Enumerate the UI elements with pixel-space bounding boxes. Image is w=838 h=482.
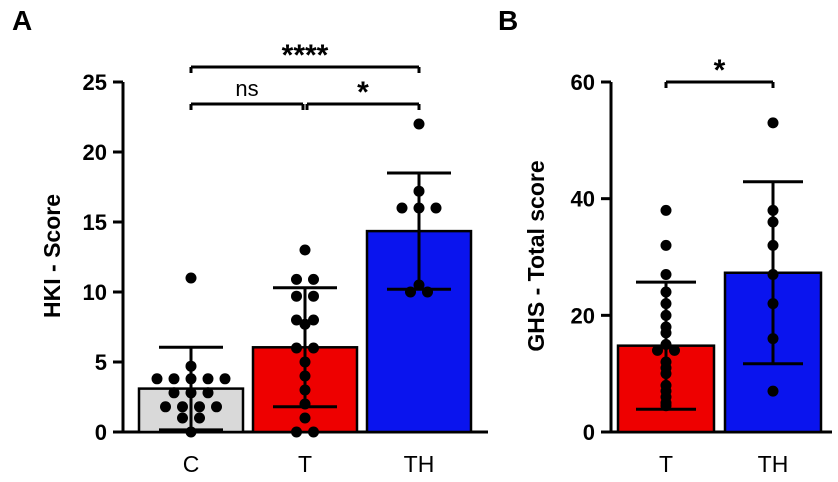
panel-b-data-point (660, 204, 672, 216)
panel-b-data-point (660, 239, 672, 251)
panel-a-data-point (168, 387, 180, 399)
panel-a-y-tick-label: 15 (83, 210, 107, 235)
panel-a-category-label: TH (404, 451, 435, 477)
panel-a-data-point (413, 118, 425, 130)
panel-a-data-point (177, 401, 188, 413)
panel-a-data-point (202, 387, 214, 399)
panel-a-data-point (211, 401, 222, 413)
panel-a-y-tick-label: 10 (83, 280, 107, 305)
panel-a-category-label: C (183, 451, 200, 477)
panel-a-data-point (185, 272, 197, 284)
panel-b-letter: B (498, 5, 518, 36)
panel-a-data-point (291, 426, 302, 438)
panel-a-data-point (291, 342, 302, 354)
panel-b-category-label: T (659, 451, 673, 477)
panel-b-y-tick-label: 0 (583, 420, 595, 445)
panel-a-data-point (308, 342, 319, 354)
panel-a-data-point (299, 244, 311, 256)
panel-a-data-point (308, 426, 319, 438)
panel-a-y-tick-label: 20 (83, 140, 107, 165)
panel-a-letter: A (12, 5, 32, 36)
panel-a-bars (137, 118, 473, 438)
panel-a-y-tick-label: 25 (83, 70, 107, 95)
panel-a-data-point (219, 373, 231, 385)
panel-a-category-label: T (298, 451, 312, 477)
panel-b-sig-label: * (714, 54, 726, 87)
panel-b-data-point (767, 117, 779, 129)
panel-a-data-point (291, 314, 302, 326)
panel-a-sig-label: **** (282, 39, 329, 72)
panel-b-bars (616, 117, 823, 434)
panel-a-data-point (430, 202, 442, 214)
panel-b: B GHS - Total score 0 20 40 60 T TH * (498, 5, 832, 477)
panel-a-y-tick-label: 5 (95, 350, 107, 375)
panel-b-data-point (669, 344, 680, 356)
panel-a-data-point (151, 373, 163, 385)
panel-a-data-point (308, 273, 319, 285)
panel-b-category-label: TH (758, 451, 789, 477)
panel-b-y-ticks: 0 20 40 60 (571, 70, 611, 445)
panel-a-sig-label: ns (235, 76, 258, 101)
panel-a-sig-label: * (357, 76, 369, 109)
panel-a-category-labels: C T TH (183, 451, 435, 477)
panel-a-data-point (299, 412, 311, 424)
panel-a-significance: ns ***** (189, 39, 421, 110)
panel-a-data-point (177, 412, 188, 424)
panel-a-data-point (202, 373, 214, 385)
panel-b-y-tick-label: 20 (571, 303, 595, 328)
panel-b-y-tick-label: 40 (571, 187, 595, 212)
panel-b-category-labels: T TH (659, 451, 788, 477)
panel-b-significance: * (664, 54, 775, 88)
panel-b-y-tick-label: 60 (571, 70, 595, 95)
panel-a-data-point (308, 290, 319, 302)
panel-a-data-point (168, 373, 180, 385)
panel-a-data-point (396, 202, 408, 214)
panel-a-y-axis-title: HKI - Score (39, 194, 65, 318)
panel-a-y-tick-label: 0 (95, 420, 107, 445)
panel-b-data-point (767, 385, 779, 397)
panel-a-data-point (160, 401, 171, 413)
panel-a-data-point (308, 314, 319, 326)
panel-b-y-axis-title: GHS - Total score (523, 160, 549, 351)
panel-b-data-point (660, 269, 672, 280)
panel-a-y-ticks: 0 5 10 15 20 25 (83, 70, 123, 445)
panel-a-data-point (291, 273, 302, 285)
panel-a-data-point (194, 412, 205, 424)
panel-a-data-point (194, 401, 205, 413)
panel-b-data-point (652, 344, 663, 356)
panel-a-data-point (291, 290, 302, 302)
